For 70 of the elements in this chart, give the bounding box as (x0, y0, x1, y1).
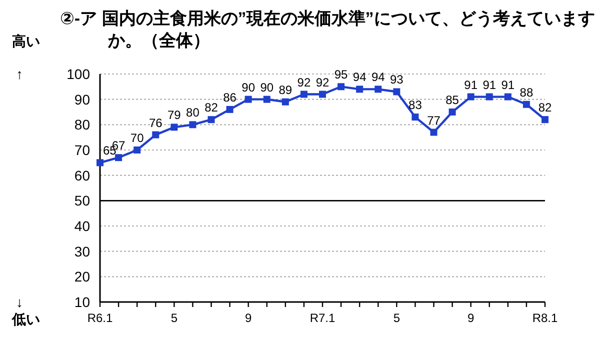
point (263, 96, 270, 103)
x-tick-label: R8.1 (532, 311, 558, 325)
data-label: 70 (130, 131, 144, 145)
x-tick-label: 5 (393, 311, 400, 325)
data-label: 88 (520, 85, 534, 100)
data-label: 76 (148, 116, 163, 130)
data-label: 86 (223, 90, 237, 104)
data-label: 85 (446, 93, 460, 107)
chart-title: ②-ア 国内の主食用米の”現在の米価水準”について、どう考えていますか。（全体） (60, 8, 596, 52)
point (542, 116, 548, 124)
point (504, 93, 512, 100)
point (96, 159, 104, 166)
text: ↓ (16, 294, 23, 310)
data-label: 77 (427, 113, 441, 128)
point (208, 116, 215, 124)
y-tick-label: 30 (74, 243, 90, 260)
y-tick-label: 20 (74, 268, 90, 285)
x-tick-label: R7.1 (310, 311, 336, 325)
data-label: 82 (204, 100, 218, 115)
point (356, 86, 364, 93)
y-tick-label: 90 (74, 91, 90, 108)
point (467, 93, 474, 100)
point (412, 114, 419, 121)
data-label: 92 (316, 75, 330, 90)
point (319, 90, 326, 98)
y-tick-label: 50 (74, 192, 90, 209)
y-tick-label: 60 (74, 167, 90, 184)
data-label: 80 (186, 106, 200, 120)
data-label: 89 (278, 82, 292, 97)
y-tick-label: 100 (66, 66, 90, 82)
point (448, 108, 456, 116)
point (115, 154, 122, 162)
text: 低い (11, 311, 40, 327)
data-label: 91 (501, 78, 515, 92)
data-label: 90 (260, 80, 274, 94)
point (170, 124, 178, 131)
data-label: 82 (538, 100, 552, 115)
text: ↑ (16, 66, 23, 82)
y-tick-label: 40 (74, 218, 90, 234)
point (189, 121, 196, 128)
x-tick-label: R6.1 (87, 311, 113, 325)
data-label: 94 (371, 70, 386, 84)
point (282, 98, 289, 106)
point (300, 90, 308, 98)
point (152, 131, 160, 138)
data-label: 93 (390, 72, 404, 87)
text: 高い (12, 33, 40, 49)
x-tick-label: 9 (467, 311, 474, 325)
point (244, 96, 252, 103)
x-tick-label: 9 (244, 311, 252, 325)
point (374, 86, 382, 93)
data-label: 95 (334, 68, 348, 82)
point (522, 100, 530, 108)
data-label: 91 (464, 78, 478, 92)
point (393, 88, 400, 96)
point (486, 93, 493, 100)
data-label: 94 (352, 70, 367, 84)
data-label: 83 (408, 98, 422, 112)
point (226, 106, 234, 113)
x-tick-label: 5 (170, 311, 178, 325)
y-tick-label: 10 (74, 294, 90, 310)
point (338, 83, 345, 90)
data-label: 90 (242, 80, 256, 94)
point (134, 146, 141, 154)
y-tick-label: 70 (74, 142, 90, 158)
data-label: 79 (167, 108, 182, 122)
data-label: 91 (482, 78, 496, 92)
data-label: 92 (297, 75, 311, 90)
point (430, 128, 438, 136)
y-tick-label: 80 (74, 116, 90, 133)
